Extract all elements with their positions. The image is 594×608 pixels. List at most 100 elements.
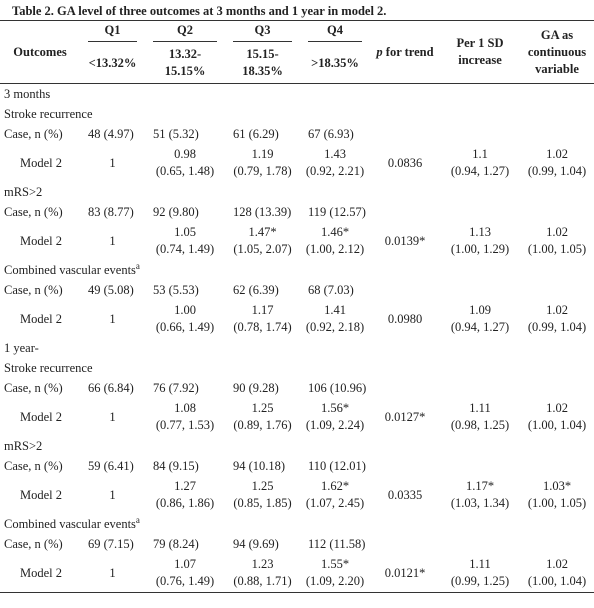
- per-sd-estimate: 1.17*: [465, 479, 495, 493]
- header-cell: Q1: [80, 21, 145, 44]
- reference-value: 1: [109, 487, 116, 502]
- empty-cell: [440, 378, 520, 398]
- or-estimate: 1.41: [324, 303, 346, 317]
- header-row: <13.32% 13.32-15.15% 15.15-18.35% >18.35%: [0, 43, 594, 84]
- or-ci: (0.86, 1.86): [155, 496, 215, 510]
- or-cell: 1.55* (1.09, 2.20): [300, 554, 370, 593]
- or-ci: (0.92, 2.18): [305, 320, 365, 334]
- per-sd-ci: (0.94, 1.27): [450, 164, 510, 178]
- case-value: 62 (6.39): [233, 282, 279, 297]
- row-label: Model 2: [19, 487, 62, 502]
- outcome-row: Stroke recurrence: [0, 104, 594, 124]
- or-ci: (0.78, 1.74): [233, 320, 292, 334]
- empty-cell: [440, 534, 520, 554]
- per-sd-estimate: 1.09: [469, 303, 491, 317]
- or-ci: (0.74, 1.49): [155, 242, 215, 256]
- footnote-mark: a: [135, 261, 140, 272]
- case-value: 128 (13.39): [233, 204, 292, 219]
- case-row: Case, n (%) 69 (7.15) 79 (8.24) 94 (9.69) 11…: [0, 534, 594, 554]
- or-ci: (0.76, 1.49): [155, 574, 215, 588]
- per-sd-estimate: 1.13: [469, 225, 491, 239]
- section-label: 3 months: [4, 86, 51, 101]
- per-sd-cell: 1.17* (1.03, 1.34): [440, 476, 520, 514]
- case-value: 119 (12.57): [308, 204, 366, 219]
- or-estimate: 1.00: [174, 303, 196, 317]
- per-sd-ci: (1.00, 1.29): [450, 242, 510, 256]
- empty-cell: [440, 202, 520, 222]
- continuous-ci: (1.00, 1.04): [527, 418, 587, 432]
- empty-cell: [520, 280, 594, 300]
- per-sd-cell: 1.09 (0.94, 1.27): [440, 300, 520, 338]
- outcome-row: Combined vascular eventsa: [0, 514, 594, 534]
- or-estimate: 1.55*: [320, 557, 350, 571]
- case-row: Case, n (%) 66 (6.84) 76 (7.92) 90 (9.28) 10…: [0, 378, 594, 398]
- header-cell: Outcomes: [13, 44, 67, 59]
- outcome-label: Stroke recurrence: [0, 104, 594, 124]
- outcome-name: Stroke recurrence: [4, 106, 93, 121]
- or-cell: 1.47* (1.05, 2.07): [225, 222, 300, 260]
- or-cell: 1.05 (0.74, 1.49): [145, 222, 225, 260]
- or-cell: 1.43 (0.92, 2.21): [300, 144, 370, 182]
- model-row: Model 2 1 1.27 (0.86, 1.86) 1.25 (0.85, 1.85)…: [0, 476, 594, 514]
- or-cell: 1.46* (1.00, 2.12): [300, 222, 370, 260]
- p-value: 0.0121*: [384, 565, 426, 580]
- or-estimate: 1.17: [251, 303, 274, 317]
- or-estimate: 1.25: [251, 479, 274, 493]
- outcome-row: mRS>2: [0, 182, 594, 202]
- model-row: Model 2 1 1.00 (0.66, 1.49) 1.17 (0.78, 1.74)…: [0, 300, 594, 338]
- or-ci: (0.85, 1.85): [233, 496, 292, 510]
- empty-cell: [520, 534, 594, 554]
- case-value: 84 (9.15): [153, 458, 199, 473]
- footnote-mark: a: [135, 515, 140, 526]
- continuous-estimate: 1.02: [546, 147, 568, 161]
- quartile-name: Q1: [88, 22, 137, 42]
- case-value: 61 (6.29): [233, 126, 279, 141]
- per-sd-estimate: 1.1: [472, 147, 488, 161]
- outcome-name: mRS>2: [4, 438, 43, 453]
- case-value: 49 (5.08): [88, 282, 134, 297]
- continuous-ci: (0.99, 1.04): [527, 320, 587, 334]
- reference-value: 1: [109, 409, 116, 424]
- or-cell: 1.41 (0.92, 2.18): [300, 300, 370, 338]
- empty-cell: [370, 280, 440, 300]
- header-cell: 15.15-18.35%: [242, 47, 283, 78]
- case-value: 92 (9.80): [153, 204, 199, 219]
- or-cell: 1.56* (1.09, 2.24): [300, 398, 370, 436]
- continuous-cell: 1.03* (1.00, 1.05): [520, 476, 594, 514]
- per-sd-ci: (1.03, 1.34): [450, 496, 510, 510]
- or-cell: 1.19 (0.79, 1.78): [225, 144, 300, 182]
- row-label: Case, n (%): [4, 458, 63, 473]
- per-sd-estimate: 1.11: [469, 401, 491, 415]
- or-ci: (0.92, 2.21): [305, 164, 365, 178]
- row-label: Case, n (%): [4, 380, 63, 395]
- case-value: 90 (9.28): [233, 380, 279, 395]
- quartile-name: Q3: [233, 22, 292, 42]
- or-estimate: 1.46*: [320, 225, 350, 239]
- row-label: Model 2: [19, 409, 62, 424]
- empty-cell: [370, 456, 440, 476]
- continuous-estimate: 1.03*: [542, 479, 572, 493]
- row-label: Model 2: [19, 233, 62, 248]
- case-value: 76 (7.92): [153, 380, 199, 395]
- or-cell: 1.07 (0.76, 1.49): [145, 554, 225, 593]
- continuous-ci: (1.00, 1.04): [527, 574, 587, 588]
- empty-cell: [370, 202, 440, 222]
- empty-cell: [440, 456, 520, 476]
- outcome-name: mRS>2: [4, 184, 43, 199]
- empty-cell: [520, 378, 594, 398]
- section-row: 3 months: [0, 84, 594, 105]
- per-sd-cell: 1.11 (0.99, 1.25): [440, 554, 520, 593]
- continuous-cell: 1.02 (1.00, 1.04): [520, 554, 594, 593]
- per-sd-cell: 1.11 (0.98, 1.25): [440, 398, 520, 436]
- header-row: Outcomes Q1 Q2 Q3 Q4 p for trend Per 1 SD incr…: [0, 21, 594, 76]
- case-value: 110 (12.01): [308, 458, 366, 473]
- reference-value: 1: [109, 311, 116, 326]
- empty-cell: [370, 124, 440, 144]
- table-title: Table 2. GA level of three outcomes at 3…: [12, 4, 387, 18]
- outcome-label: mRS>2: [0, 182, 594, 202]
- or-ci: (0.66, 1.49): [155, 320, 215, 334]
- or-cell: 0.98 (0.65, 1.48): [145, 144, 225, 182]
- reference-value: 1: [109, 565, 116, 580]
- or-estimate: 0.98: [174, 147, 196, 161]
